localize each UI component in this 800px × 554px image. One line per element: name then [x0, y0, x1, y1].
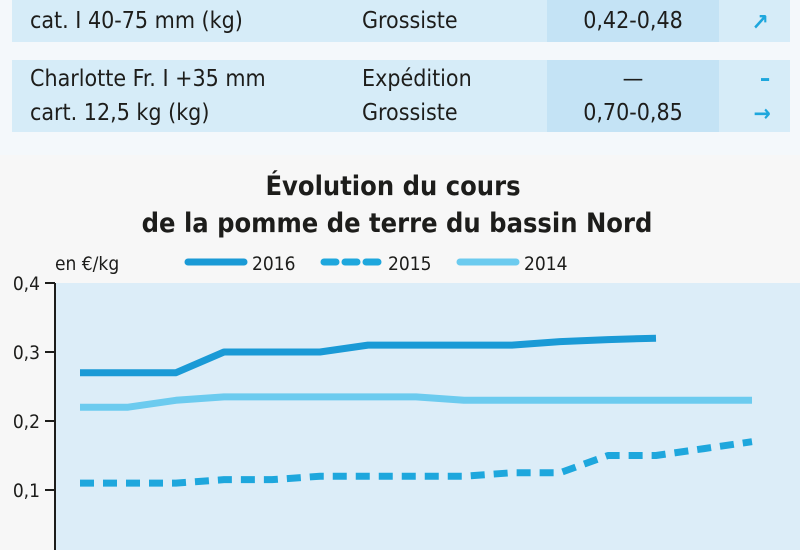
- trend-arrow: ↗: [751, 10, 768, 36]
- y-tick-label: 0,2: [13, 411, 40, 433]
- chart-title: de la pomme de terre du bassin Nord: [142, 208, 653, 239]
- legend-label: 2015: [388, 253, 432, 275]
- y-tick-label: 0,3: [13, 342, 40, 364]
- cell: Grossiste: [362, 100, 458, 126]
- cell: 0,42-0,48: [583, 8, 683, 34]
- cell: Expédition: [362, 66, 472, 92]
- cell: cart. 12,5 kg (kg): [30, 100, 209, 126]
- plot-bg: [55, 283, 800, 550]
- legend-label: 2014: [524, 253, 568, 275]
- trend-arrow: –: [760, 66, 770, 92]
- y-axis-label: en €/kg: [55, 253, 119, 275]
- cell: —: [623, 66, 644, 92]
- cell: Grossiste: [362, 8, 458, 34]
- y-tick-label: 0,1: [13, 480, 40, 502]
- col-bg: [547, 0, 719, 42]
- col-bg: [547, 60, 719, 132]
- legend-label: 2016: [252, 253, 296, 275]
- series-line: [80, 438, 753, 487]
- cell: Charlotte Fr. I +35 mm: [30, 66, 266, 92]
- trend-arrow: →: [753, 101, 770, 127]
- chart-title: Évolution du cours: [265, 170, 520, 202]
- y-tick-label: 0,4: [13, 273, 40, 295]
- cell: cat. I 40-75 mm (kg): [30, 8, 243, 34]
- series-line: [80, 334, 657, 377]
- series-line: [80, 393, 752, 411]
- cell: 0,70-0,85: [583, 100, 683, 126]
